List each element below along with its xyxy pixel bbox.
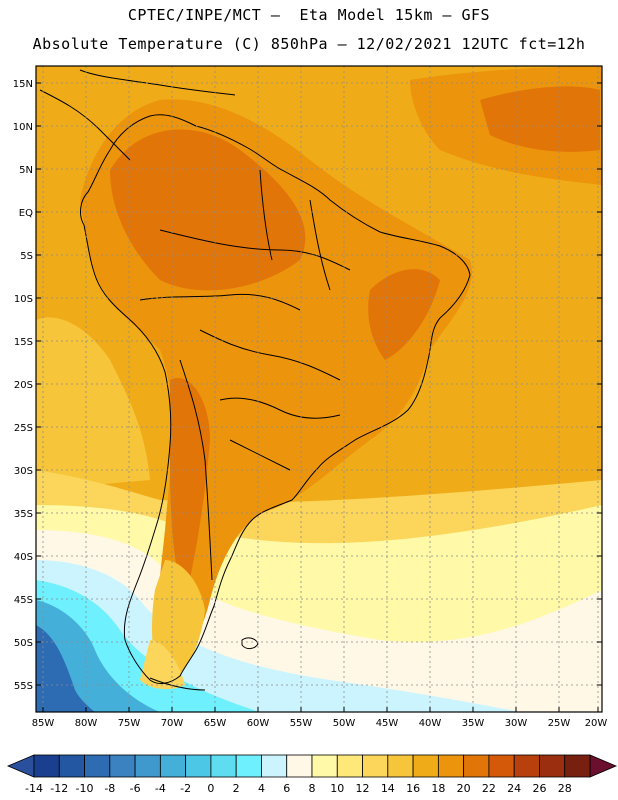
legend-label: 22	[482, 782, 496, 795]
legend-label: 12	[356, 782, 370, 795]
lon-labels: 85W 80W 75W 70W 65W 60W 55W 50W 45W 40W …	[32, 718, 608, 729]
legend-swatch	[463, 754, 490, 778]
legend-swatch	[336, 754, 363, 778]
title-model: CPTEC/INPE/MCT – Eta Model 15km – GFS	[127, 6, 491, 24]
graticule	[36, 66, 602, 712]
lon-label: 45W	[376, 718, 399, 729]
legend-label: 2	[233, 782, 240, 795]
legend-swatch	[539, 754, 566, 778]
legend-label: -12	[50, 782, 68, 795]
lon-label: 75W	[118, 718, 141, 729]
legend-label: 8	[309, 782, 316, 795]
legend-swatch	[159, 754, 187, 778]
legend-label: 0	[207, 782, 214, 795]
lat-label: 5N	[19, 165, 33, 176]
legend-label: 10	[330, 782, 344, 795]
legend-swatch	[33, 754, 60, 778]
legend-label: -2	[180, 782, 191, 795]
legend-swatch	[387, 754, 414, 778]
legend-swatch	[362, 754, 389, 778]
color-legend: -14 -12 -10 -8 -6 -4 -2 0 2 4 6 8 10 12 14 16 18 20 22 24 26…	[6, 754, 618, 795]
lon-label: 65W	[204, 718, 227, 729]
lat-label: 5S	[20, 251, 33, 262]
legend-swatch	[210, 754, 237, 778]
legend-swatch	[564, 754, 591, 778]
lon-ticks	[42, 707, 599, 712]
legend-label: -10	[76, 782, 94, 795]
legend-swatch	[84, 754, 111, 778]
lon-label: 20W	[585, 718, 608, 729]
map-frame	[35, 65, 603, 713]
lat-label: 25S	[14, 423, 33, 434]
temperature-field	[36, 66, 602, 712]
lat-label: 35S	[14, 509, 33, 520]
legend-low-arrow	[6, 754, 35, 778]
lat-label: 15N	[13, 79, 33, 90]
legend-swatch	[261, 754, 288, 778]
coastlines	[39, 69, 471, 691]
lat-label: EQ	[19, 208, 33, 219]
legend-swatch	[109, 754, 136, 778]
lon-label: 25W	[548, 718, 571, 729]
lon-label: 55W	[290, 718, 313, 729]
lon-label: 35W	[462, 718, 485, 729]
lat-label: 30S	[14, 466, 33, 477]
legend-label: 16	[406, 782, 420, 795]
legend-label: 24	[507, 782, 521, 795]
lat-label: 20S	[14, 380, 33, 391]
legend-label: 14	[381, 782, 395, 795]
legend-swatch	[412, 754, 439, 778]
lon-label: 50W	[333, 718, 356, 729]
lat-label: 50S	[14, 638, 33, 649]
legend-label: 28	[558, 782, 572, 795]
legend-high-arrow	[589, 754, 618, 778]
legend-swatch	[311, 754, 338, 778]
lon-label: 85W	[32, 718, 55, 729]
legend-swatch	[235, 754, 262, 778]
legend-label: -6	[130, 782, 141, 795]
lat-label: 10S	[14, 294, 33, 305]
legend-label: -14	[25, 782, 43, 795]
legend-label: 4	[258, 782, 265, 795]
legend-label: 26	[532, 782, 546, 795]
lon-label: 30W	[505, 718, 528, 729]
legend-swatch	[134, 754, 161, 778]
lon-label: 60W	[247, 718, 270, 729]
legend-label: -8	[104, 782, 115, 795]
legend-swatch	[286, 754, 313, 778]
title-variable: Absolute Temperature (C) 850hPa – 12/02/…	[32, 35, 586, 53]
lat-label: 40S	[14, 552, 33, 563]
lat-label: 55S	[14, 681, 33, 692]
lat-label: 10N	[13, 122, 33, 133]
legend-label: 6	[283, 782, 290, 795]
legend-label: 18	[431, 782, 445, 795]
lat-label: 15S	[14, 337, 33, 348]
legend-swatch	[488, 754, 515, 778]
legend-label: -4	[155, 782, 166, 795]
lat-labels: 15N 10N 5N EQ 5S 10S 15S 20S 25S 30S 35S…	[13, 79, 33, 692]
legend-swatch	[437, 754, 465, 778]
legend-swatch	[513, 754, 540, 778]
legend-label: 20	[457, 782, 471, 795]
legend-swatch	[58, 754, 85, 778]
lat-label: 45S	[14, 595, 33, 606]
lon-label: 40W	[419, 718, 442, 729]
lat-ticks	[36, 82, 602, 686]
lon-label: 80W	[75, 718, 98, 729]
lon-label: 70W	[161, 718, 184, 729]
legend-swatch	[185, 754, 212, 778]
